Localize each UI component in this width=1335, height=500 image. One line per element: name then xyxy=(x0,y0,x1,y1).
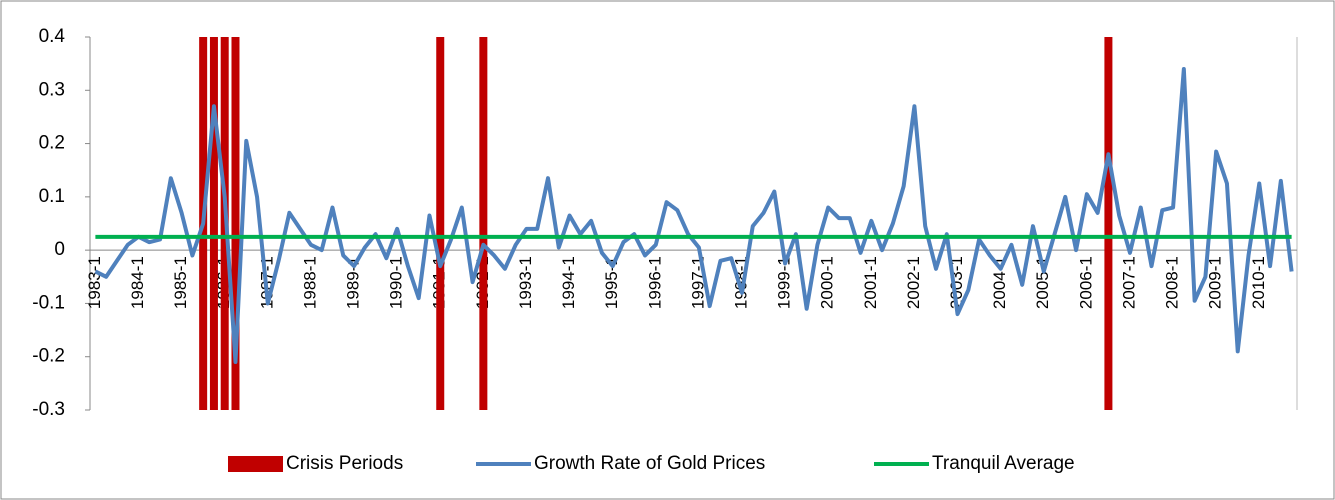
y-tick-label: -0.2 xyxy=(32,346,65,367)
x-tick-label: 2007-1 xyxy=(1119,256,1138,309)
crisis-bar xyxy=(209,37,218,410)
y-tick-label: 0.1 xyxy=(39,186,65,207)
x-tick-label: 1999-1 xyxy=(775,256,794,309)
crisis-bar xyxy=(436,37,445,410)
y-tick-label: -0.1 xyxy=(32,292,65,313)
x-tick-label: 1990-1 xyxy=(387,256,406,309)
x-tick-label: 1984-1 xyxy=(128,256,147,309)
legend-label: Growth Rate of Gold Prices xyxy=(534,453,765,474)
x-tick-label: 1995-1 xyxy=(602,256,621,309)
crisis-bar xyxy=(1104,37,1113,410)
x-tick-label: 1993-1 xyxy=(516,256,535,309)
x-tick-label: 1983-1 xyxy=(85,256,104,309)
x-tick-label: 2005-1 xyxy=(1033,256,1052,309)
x-tick-label: 2008-1 xyxy=(1163,256,1182,309)
y-tick-label: 0.2 xyxy=(39,133,65,154)
x-tick-label: 2009-1 xyxy=(1206,256,1225,309)
x-tick-label: 2002-1 xyxy=(904,256,923,309)
x-tick-label: 2004-1 xyxy=(990,256,1009,309)
y-tick-label: 0.4 xyxy=(39,26,66,47)
y-tick-label: 0 xyxy=(54,239,65,260)
y-tick-label: -0.3 xyxy=(32,399,65,420)
x-tick-label: 2001-1 xyxy=(861,256,880,309)
x-tick-label: 1996-1 xyxy=(645,256,664,309)
x-tick-label: 2010-1 xyxy=(1249,256,1268,309)
x-tick-label: 2000-1 xyxy=(818,256,837,309)
x-tick-label: 1994-1 xyxy=(559,256,578,309)
x-tick-label: 1985-1 xyxy=(171,256,190,309)
x-tick-label: 1989-1 xyxy=(344,256,363,309)
x-tick-label: 2006-1 xyxy=(1076,256,1095,309)
crisis-bar xyxy=(231,37,240,410)
crisis-bar xyxy=(479,37,488,410)
legend-label: Tranquil Average xyxy=(932,453,1075,474)
x-tick-label: 1988-1 xyxy=(300,256,319,309)
y-tick-label: 0.3 xyxy=(39,79,65,100)
legend-swatch xyxy=(228,456,283,472)
legend-label: Crisis Periods xyxy=(286,453,403,474)
series-line xyxy=(94,66,1294,365)
